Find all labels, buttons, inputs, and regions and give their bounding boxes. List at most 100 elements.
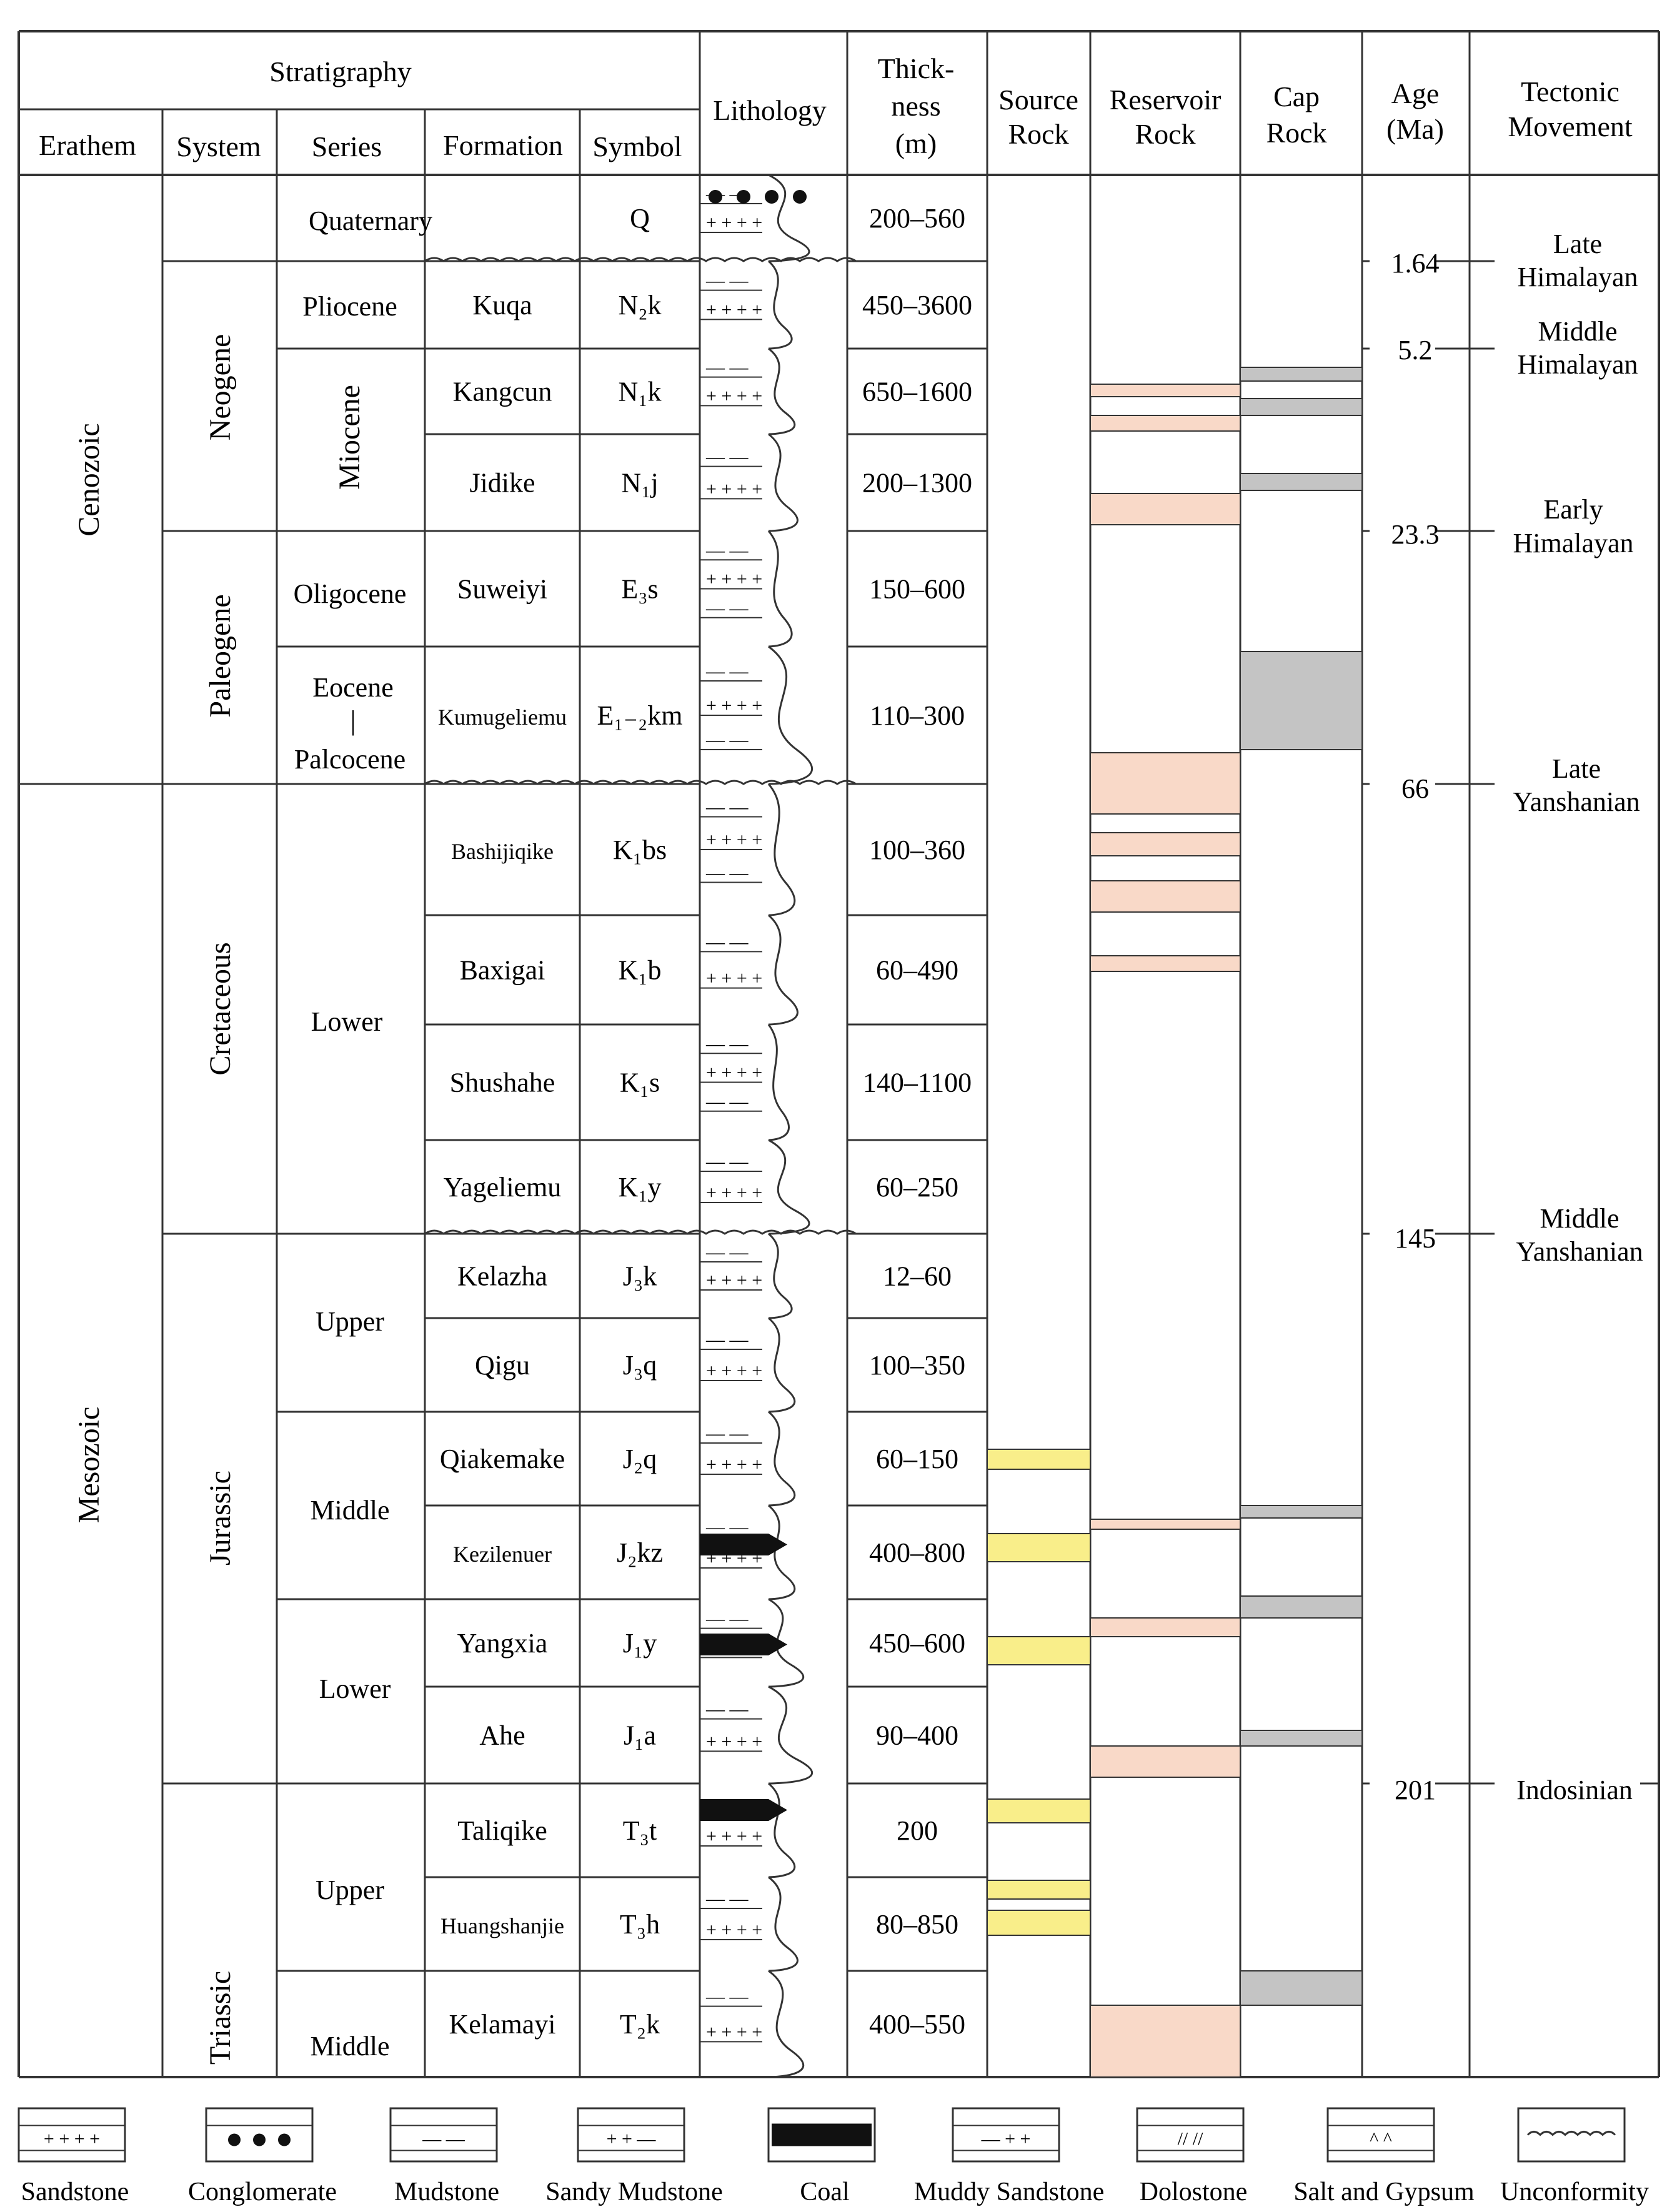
source-rock-interval bbox=[987, 1910, 1091, 1936]
legend-item: Coal bbox=[767, 2107, 876, 2206]
source-rock-interval bbox=[987, 1880, 1091, 1900]
header-reservoir-1: Reservoir bbox=[1110, 84, 1222, 116]
lithology-profile bbox=[768, 1598, 805, 1688]
lithology-symbol: — — bbox=[705, 797, 749, 818]
lithology-symbol: — — bbox=[705, 1151, 749, 1172]
legend-label: Dolostone bbox=[1140, 2178, 1248, 2206]
lithology-profile bbox=[768, 1317, 796, 1413]
lithology-symbol: + + + + bbox=[706, 2021, 762, 2042]
lithology-symbol: — — bbox=[705, 1699, 749, 1720]
lithology-symbol: — — bbox=[705, 598, 749, 618]
lithology-symbol: — — bbox=[705, 661, 749, 682]
formation-symbol: K₁b bbox=[618, 955, 661, 986]
legend-pattern: + + — bbox=[607, 2129, 657, 2150]
formation-symbol: T₂k bbox=[620, 2009, 660, 2040]
tectonic-label: Late bbox=[1552, 753, 1601, 784]
legend-label: Unconformity bbox=[1500, 2178, 1649, 2206]
legend-pattern: — + + bbox=[981, 2129, 1031, 2150]
legend-label: Mudstone bbox=[394, 2178, 499, 2206]
cap-rock-interval bbox=[1240, 398, 1363, 416]
system-cretaceous: Cretaceous bbox=[204, 942, 237, 1075]
lithology-symbol: — — bbox=[705, 1423, 749, 1444]
reservoir-rock-interval bbox=[1090, 493, 1241, 525]
tectonic-label: Middle bbox=[1538, 316, 1617, 347]
lithology-profile bbox=[768, 645, 813, 785]
lithology-symbol: — — bbox=[705, 1609, 749, 1629]
system-neogene: Neogene bbox=[204, 334, 237, 441]
formation-thickness: 450–3600 bbox=[862, 290, 972, 320]
formation-thickness: 80–850 bbox=[876, 1909, 958, 1940]
legend-pattern: — — bbox=[422, 2129, 465, 2150]
series-cretaceous-lower: Lower bbox=[311, 1006, 383, 1037]
cap-rock-interval bbox=[1240, 651, 1363, 750]
conglomerate-dot bbox=[709, 190, 722, 204]
unconformity-line bbox=[424, 1229, 857, 1235]
reservoir-rock-interval bbox=[1090, 415, 1241, 432]
legend-item: + + — Sandy Mudstone bbox=[545, 2107, 723, 2206]
formation-thickness: 200–1300 bbox=[862, 468, 972, 498]
formation-symbol: J₁y bbox=[623, 1628, 657, 1659]
erathem-mesozoic: Mesozoic bbox=[72, 1407, 106, 1524]
reservoir-rock-interval bbox=[1090, 1745, 1241, 1778]
series-jurassic-upper: Upper bbox=[316, 1306, 384, 1337]
lithology-profile bbox=[768, 1970, 805, 2078]
formation-thickness: 200 bbox=[897, 1815, 938, 1846]
header-age-2: (Ma) bbox=[1386, 113, 1444, 145]
lithology-profile bbox=[768, 1232, 793, 1319]
cap-rock-interval bbox=[1240, 1505, 1363, 1519]
legend-swatch bbox=[952, 2107, 1060, 2163]
lithology-symbol: — — bbox=[705, 1242, 749, 1262]
formation-symbol: E₃s bbox=[621, 574, 658, 605]
legend-swatch bbox=[1517, 2107, 1626, 2163]
system-jurassic: Jurassic bbox=[204, 1471, 237, 1565]
source-rock-interval bbox=[987, 1798, 1091, 1823]
lithology-symbol: — — bbox=[705, 540, 749, 560]
header-cap-2: Rock bbox=[1266, 117, 1326, 149]
legend-label: Muddy Sandstone bbox=[914, 2178, 1105, 2206]
formation-thickness: 400–550 bbox=[869, 2009, 965, 2040]
formation-name: Qiakemake bbox=[440, 1444, 565, 1474]
formation-name: Yageliemu bbox=[444, 1172, 562, 1203]
tectonic-label: Yanshanian bbox=[1516, 1236, 1643, 1267]
formation-name: Yangxia bbox=[457, 1628, 548, 1659]
source-rock-interval bbox=[987, 1449, 1091, 1470]
lithology-symbol: + + + + bbox=[706, 830, 762, 850]
lithology-profile bbox=[768, 914, 799, 1026]
legend-dot bbox=[253, 2133, 266, 2146]
legend-swatch bbox=[577, 2107, 685, 2163]
formation-symbol: N₁k bbox=[618, 377, 661, 407]
lithology-profile bbox=[768, 260, 793, 350]
lithology-profile bbox=[768, 347, 796, 435]
formation-name: Suweiyi bbox=[457, 574, 547, 605]
formation-thickness: 200–560 bbox=[869, 203, 965, 234]
cap-rock-interval bbox=[1240, 1595, 1363, 1619]
legend-label: Sandstone bbox=[21, 2178, 129, 2206]
lithology-profile bbox=[768, 174, 810, 262]
formation-name: Ahe bbox=[479, 1720, 525, 1751]
legend-pattern: + + + + bbox=[44, 2129, 100, 2150]
lithology-profile bbox=[767, 1024, 790, 1141]
series-eocene: Eocene bbox=[312, 672, 393, 703]
lithology-profile bbox=[768, 1876, 799, 1972]
legend-item: — + + Muddy Sandstone bbox=[914, 2107, 1105, 2206]
formation-thickness: 100–350 bbox=[869, 1350, 965, 1381]
formation-thickness: 140–1100 bbox=[863, 1068, 972, 1098]
table-grid bbox=[17, 30, 1660, 2078]
reservoir-rock-interval bbox=[1090, 955, 1241, 972]
tectonic-label: Early bbox=[1543, 494, 1603, 525]
tectonic-label: Yanshanian bbox=[1513, 786, 1640, 817]
age-label: 145 bbox=[1395, 1223, 1436, 1254]
legend-wave bbox=[1526, 2131, 1616, 2136]
legend-item: // // Dolostone bbox=[1136, 2107, 1248, 2206]
formation-name: Bashijiqike bbox=[451, 839, 554, 864]
lithology-symbol: + + + + bbox=[706, 1361, 762, 1381]
reservoir-rock-interval bbox=[1090, 384, 1241, 397]
formation-symbol: J₁a bbox=[624, 1720, 656, 1751]
series-pliocene: Pliocene bbox=[302, 291, 397, 322]
source-rock-interval bbox=[987, 1636, 1091, 1665]
reservoir-rock-interval bbox=[1090, 752, 1241, 815]
header-cap-1: Cap bbox=[1273, 81, 1320, 112]
lithology-symbol: — — bbox=[705, 1033, 749, 1054]
lithology-symbol: — — bbox=[705, 270, 749, 291]
system-paleogene: Paleogene bbox=[204, 594, 237, 717]
